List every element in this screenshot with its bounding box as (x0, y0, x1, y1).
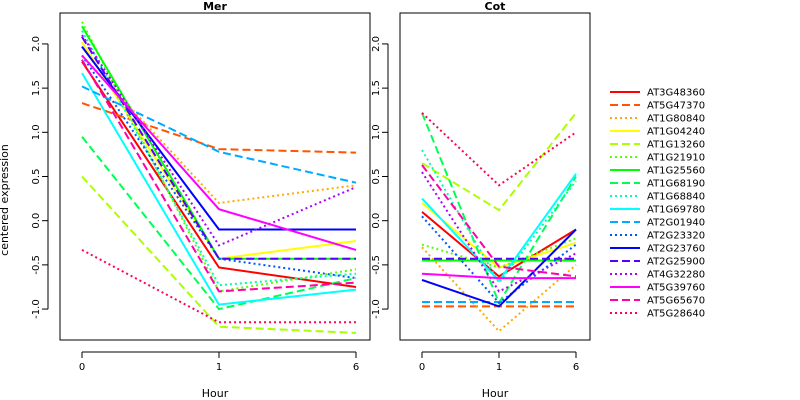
y-tick-label: 1.0 (31, 124, 42, 140)
x-tick-label: 0 (419, 362, 425, 373)
series-line-at4g32280 (81, 34, 357, 247)
legend-label: AT2G23320 (647, 231, 705, 242)
legend-item: AT1G80840 (610, 114, 705, 125)
y-tick-label: 1.5 (31, 80, 42, 96)
y-tick-label: 2.0 (31, 36, 42, 52)
x-axis-title: Hour (202, 387, 229, 400)
legend-item: AT1G68840 (610, 192, 705, 203)
legend-label: AT2G23760 (647, 244, 705, 255)
series-line-at2g23760 (421, 228, 577, 308)
series-line-at1g21910 (81, 21, 357, 293)
legend-label: AT3G48360 (647, 88, 705, 99)
legend-label: AT1G21910 (647, 153, 705, 164)
legend-label: AT2G01940 (647, 218, 705, 229)
series-line-at3g48360 (81, 61, 357, 288)
legend-item: AT2G23320 (610, 231, 705, 242)
y-axis-title: centered expression (0, 144, 11, 256)
y-tick-label: -0.5 (31, 255, 42, 275)
series-line-at5g39760 (81, 54, 357, 251)
series-line-at5g65670 (81, 59, 357, 293)
legend-label: AT1G69780 (647, 205, 705, 216)
series-line-at2g23320 (421, 215, 577, 305)
panel-title: Cot (485, 0, 506, 13)
legend-label: AT1G68190 (647, 179, 705, 190)
y-tick-label: 0.5 (31, 169, 42, 185)
legend-label: AT2G25900 (647, 257, 705, 268)
y-tick-label: 2.0 (371, 36, 382, 52)
legend-item: AT5G28640 (610, 309, 705, 320)
series-line-at5g39760 (421, 272, 576, 280)
legend-label: AT1G25560 (647, 166, 705, 177)
x-tick-label: 1 (496, 362, 502, 373)
legend-item: AT2G25900 (610, 257, 705, 268)
y-tick-label: -0.5 (371, 255, 382, 275)
panel-cot: Cot -1.0 -0.5 0.0 0.5 1.0 1.5 2.0 0 1 6 Hour (371, 0, 591, 400)
series-line-at1g68840 (421, 149, 577, 285)
series-line-at2g23320 (81, 54, 357, 280)
x-tick-label: 6 (573, 362, 579, 373)
y-tick-label: 1.5 (371, 80, 382, 96)
y-tick-label: 1.0 (371, 124, 382, 140)
x-tick-label: 0 (79, 362, 85, 373)
series-line-at5g28640 (81, 249, 356, 324)
x-tick-label: 6 (353, 362, 359, 373)
panels: Mer -1.0 -0.5 0.0 0.5 1.0 1.5 2.0 0 1 6 Hour Cot -1.0… (31, 0, 591, 400)
legend-label: AT5G65670 (647, 296, 705, 307)
legend-item: AT1G21910 (610, 153, 705, 164)
legend-item: AT3G48360 (610, 88, 705, 99)
plot-frame (59, 12, 371, 341)
panel-mer: Mer -1.0 -0.5 0.0 0.5 1.0 1.5 2.0 0 1 6 Hour (31, 0, 371, 400)
series-line-at1g80840 (81, 54, 357, 205)
legend-item: AT4G32280 (610, 270, 705, 281)
legend-label: AT1G68840 (647, 192, 705, 203)
legend-label: AT5G47370 (647, 101, 705, 112)
plot-frame (399, 12, 591, 341)
series-line-at1g69780 (421, 173, 577, 283)
legend-item: AT5G39760 (610, 283, 705, 294)
legend-item: AT2G01940 (610, 218, 705, 229)
legend-item: AT1G25560 (610, 166, 705, 177)
series-line-at1g68840 (81, 30, 357, 287)
legend-label: AT1G04240 (647, 127, 705, 138)
legend-label: AT4G32280 (647, 270, 705, 281)
series-line-at2g25900 (81, 36, 356, 260)
legend-item: AT2G23760 (610, 244, 705, 255)
series-line-at1g13260 (81, 175, 357, 334)
y-tick-label: 0.0 (31, 213, 42, 229)
y-tick-label: -1.0 (371, 299, 382, 319)
series-line-at1g04240 (81, 41, 357, 260)
y-tick-label: -1.0 (31, 299, 42, 319)
legend-item: AT1G69780 (610, 205, 705, 216)
legend-item: AT1G04240 (610, 127, 705, 138)
legend-item: AT1G68190 (610, 179, 705, 190)
series-line-at1g68190 (81, 136, 357, 311)
panel-title: Mer (203, 0, 227, 13)
x-tick-label: 1 (216, 362, 222, 373)
legend: AT3G48360 AT5G47370 AT1G80840 AT1G04240 AT1G… (610, 88, 705, 320)
legend-item: AT5G65670 (610, 296, 705, 307)
legend-label: AT5G28640 (647, 309, 705, 320)
x-axis-title: Hour (482, 387, 509, 400)
series-line-at5g28640 (421, 112, 577, 187)
y-tick-label: 0.5 (371, 169, 382, 185)
series-line-at5g47370 (81, 102, 357, 154)
series-line-at1g80840 (421, 246, 577, 333)
series-line-at1g13260 (421, 112, 577, 212)
legend-label: AT1G80840 (647, 114, 705, 125)
legend-label: AT1G13260 (647, 140, 705, 151)
legend-label: AT5G39760 (647, 283, 705, 294)
series-line-at1g69780 (81, 72, 357, 306)
series-line-at4g32280 (421, 171, 577, 293)
series-line-at3g48360 (421, 211, 577, 278)
legend-item: AT5G47370 (610, 101, 705, 112)
legend-item: AT1G13260 (610, 140, 705, 151)
y-tick-label: 0.0 (371, 213, 382, 229)
series-line-at5g65670 (421, 164, 577, 278)
